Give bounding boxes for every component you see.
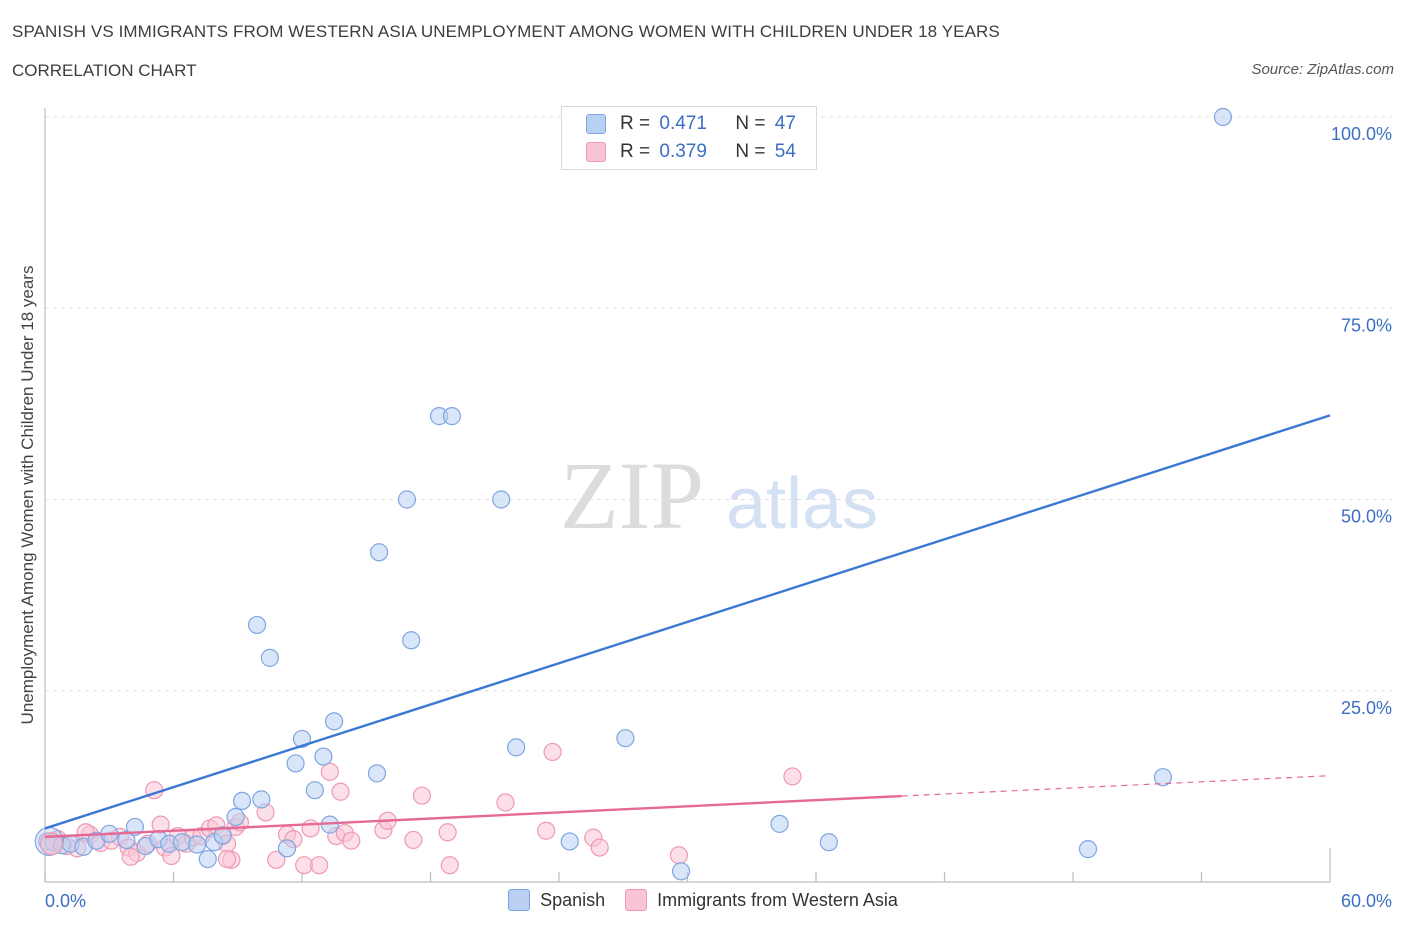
immigrants-point [537,821,556,840]
immigrants-point [121,847,140,866]
immigrants-point [331,782,350,801]
r-value: 0.471 [659,113,707,134]
immigrants-point [301,819,320,838]
spanish-point [172,833,192,852]
gridlines [45,116,1392,692]
spanish-point [397,490,417,509]
immigrants-point [310,856,329,875]
series-legend: Spanish Immigrants from Western Asia [0,889,1406,911]
spanish-point [117,830,136,850]
immigrants-point [217,849,237,869]
legend-label-spanish: Spanish [540,889,606,910]
spanish-point [402,631,421,650]
trend-lines [44,414,1331,839]
immigrants-cluster-point [39,832,64,856]
spanish-point [226,807,245,827]
legend-label-immigrants: Immigrants from Western Asia [657,889,898,910]
watermark-zip: ZIP [560,442,704,549]
immigrants-point [669,846,689,865]
spanish-point [292,729,312,749]
watermark: ZIP atlas [560,442,878,549]
tick-labels: 100.0% 75.0% 50.0% 25.0% 0.0% 60.0% [45,124,1392,911]
immigrants-point [783,767,802,786]
immigrants-trend-line-extension [901,775,1331,797]
spanish-point [247,615,267,635]
spanish-point [187,835,207,854]
immigrants-point [342,831,361,850]
source-label: Source: ZipAtlas.com [1251,61,1394,78]
spanish-point [370,543,389,562]
r-label: R = [620,141,651,162]
y-tick-label: 25.0% [1341,698,1392,718]
y-tick-label: 75.0% [1341,315,1392,335]
spanish-trend-line [44,414,1331,830]
immigrants-point [440,856,459,875]
spanish-point [232,791,252,811]
r-label: R = [620,113,651,134]
immigrants-point [543,742,562,762]
y-axis-label: Unemployment Among Women with Children U… [18,266,37,725]
immigrants-legend-swatch [625,889,648,911]
spanish-point [314,747,333,766]
spanish-point [560,832,579,851]
chart-subtitle: CORRELATION CHART [12,61,197,80]
chart-title: SPANISH VS IMMIGRANTS FROM WESTERN ASIA … [12,22,1000,41]
spanish-point [252,790,271,809]
x-tick-label: 60.0% [1341,891,1392,911]
immigrants-point [590,838,609,857]
spanish-point [198,849,217,869]
data-points [34,107,1233,881]
spanish-point [260,648,279,667]
spanish-point [819,833,838,852]
n-label: N = [735,141,766,162]
spanish-point [507,738,526,757]
immigrants-point [267,850,286,869]
spanish-point [286,754,305,773]
spanish-point [1153,768,1173,787]
n-label: N = [735,113,766,134]
immigrants-point [496,793,515,812]
r-value: 0.379 [659,141,707,162]
spanish-point [492,490,511,509]
spanish-point [125,817,145,837]
spanish-point [305,781,324,800]
legend-row-spanish: R = 0.471 N = 47 [586,110,796,138]
spanish-point [671,862,691,881]
spanish-point [213,826,232,845]
immigrants-point [412,786,432,805]
legend-item-spanish[interactable]: Spanish [508,889,605,911]
immigrants-swatch [586,142,606,162]
spanish-point [1213,107,1233,127]
watermark-atlas: atlas [726,464,878,544]
spanish-point [1078,840,1098,859]
spanish-legend-swatch [508,889,531,911]
legend-item-immigrants[interactable]: Immigrants from Western Asia [625,889,898,911]
x-tick-label: 0.0% [45,891,86,911]
spanish-point [442,407,462,426]
immigrants-point [438,823,457,842]
y-tick-label: 50.0% [1341,507,1392,527]
legend-row-immigrants: R = 0.379 N = 54 [586,138,796,166]
spanish-point [277,839,297,858]
spanish-point [367,764,387,783]
correlation-legend: R = 0.471 N = 47 R = 0.379 N = 54 [561,106,817,170]
n-value: 47 [774,113,796,134]
spanish-swatch [586,114,606,134]
spanish-point [325,712,344,731]
n-value: 54 [774,141,796,162]
spanish-point [770,814,789,833]
y-tick-label: 100.0% [1331,124,1392,144]
immigrants-trend-line [44,794,902,839]
immigrants-point [404,830,423,850]
spanish-point [616,729,635,748]
immigrants-point [320,762,339,781]
